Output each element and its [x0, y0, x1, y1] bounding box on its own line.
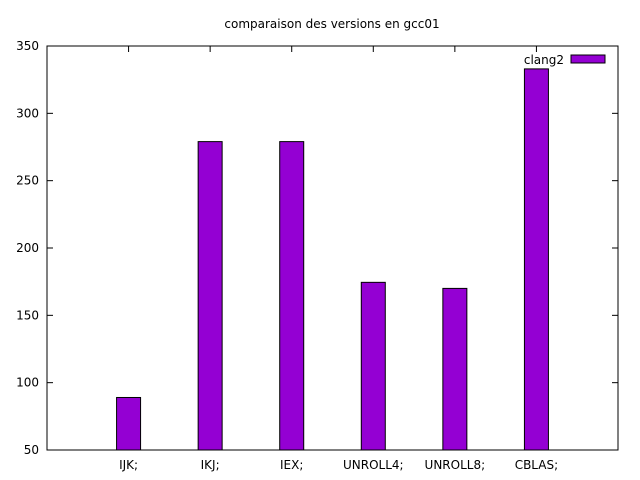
x-tick-label: IEX; — [280, 458, 303, 472]
legend: clang2 — [524, 53, 606, 67]
x-tick-label: IKJ; — [201, 458, 220, 472]
y-tick-label: 100 — [16, 376, 39, 390]
x-tick-label: UNROLL4; — [343, 458, 404, 472]
bar-series — [116, 68, 549, 451]
bar — [360, 281, 386, 451]
bar — [197, 141, 223, 451]
legend-label: clang2 — [524, 53, 564, 67]
y-tick-label: 250 — [16, 174, 39, 188]
bar — [523, 68, 549, 451]
bar — [442, 287, 468, 451]
y-tick-label: 50 — [24, 443, 39, 457]
bar — [116, 396, 142, 451]
y-tick-label: 150 — [16, 308, 39, 322]
x-tick-label: IJK; — [119, 458, 138, 472]
plot-frame — [46, 45, 619, 451]
bar — [279, 141, 305, 451]
y-tick-label: 300 — [16, 106, 39, 120]
x-tick-label: CBLAS; — [515, 458, 558, 472]
chart-title: comparaison des versions en gcc01 — [224, 17, 439, 31]
x-tick-label: UNROLL8; — [425, 458, 486, 472]
legend-swatch — [570, 54, 606, 64]
y-tick-label: 350 — [16, 39, 39, 53]
x-axis: IJK; IKJ; IEX; UNROLL4; UNROLL8; CBLAS; — [119, 46, 558, 472]
y-tick-label: 200 — [16, 241, 39, 255]
